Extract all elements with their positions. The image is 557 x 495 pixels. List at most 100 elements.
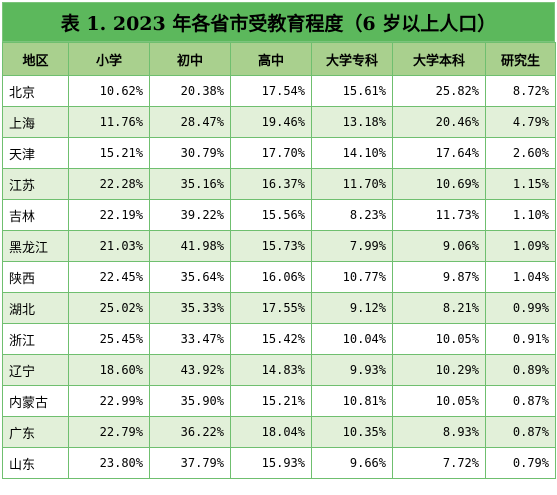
percentage-cell: 16.37% bbox=[230, 168, 312, 200]
percentage-cell: 20.38% bbox=[149, 75, 231, 107]
percentage-cell: 36.22% bbox=[149, 416, 231, 448]
percentage-cell: 25.82% bbox=[392, 75, 486, 107]
percentage-cell: 1.04% bbox=[485, 261, 556, 293]
percentage-cell: 13.18% bbox=[311, 106, 393, 138]
header-junior-high: 初中 bbox=[149, 42, 231, 76]
percentage-cell: 17.64% bbox=[392, 137, 486, 169]
percentage-cell: 15.56% bbox=[230, 199, 312, 231]
percentage-cell: 10.35% bbox=[311, 416, 393, 448]
table-row: 上海 11.76% 28.47% 19.46% 13.18% 20.46% 4.79% bbox=[2, 106, 556, 138]
percentage-cell: 9.12% bbox=[311, 292, 393, 324]
percentage-cell: 17.70% bbox=[230, 137, 312, 169]
table-row: 北京 10.62% 20.38% 17.54% 15.61% 25.82% 8.72% bbox=[2, 75, 556, 107]
percentage-cell: 9.93% bbox=[311, 354, 393, 386]
percentage-cell: 35.90% bbox=[149, 385, 231, 417]
region-cell: 天津 bbox=[2, 137, 69, 169]
percentage-cell: 33.47% bbox=[149, 323, 231, 355]
percentage-cell: 10.77% bbox=[311, 261, 393, 293]
region-cell: 广东 bbox=[2, 416, 69, 448]
region-cell: 陕西 bbox=[2, 261, 69, 293]
region-cell: 山东 bbox=[2, 447, 69, 479]
percentage-cell: 10.04% bbox=[311, 323, 393, 355]
header-postgraduate: 研究生 bbox=[485, 42, 556, 76]
table-row: 浙江 25.45% 33.47% 15.42% 10.04% 10.05% 0.91% bbox=[2, 323, 556, 355]
percentage-cell: 22.28% bbox=[68, 168, 150, 200]
percentage-cell: 8.72% bbox=[485, 75, 556, 107]
header-undergraduate: 大学本科 bbox=[392, 42, 486, 76]
table-row: 山东 23.80% 37.79% 15.93% 9.66% 7.72% 0.79% bbox=[2, 447, 556, 479]
percentage-cell: 8.21% bbox=[392, 292, 486, 324]
percentage-cell: 35.64% bbox=[149, 261, 231, 293]
percentage-cell: 0.87% bbox=[485, 385, 556, 417]
table-row: 吉林 22.19% 39.22% 15.56% 8.23% 11.73% 1.10% bbox=[2, 199, 556, 231]
percentage-cell: 1.10% bbox=[485, 199, 556, 231]
region-cell: 黑龙江 bbox=[2, 230, 69, 262]
percentage-cell: 21.03% bbox=[68, 230, 150, 262]
header-junior-college: 大学专科 bbox=[311, 42, 393, 76]
percentage-cell: 10.05% bbox=[392, 323, 486, 355]
percentage-cell: 15.21% bbox=[230, 385, 312, 417]
percentage-cell: 0.91% bbox=[485, 323, 556, 355]
region-cell: 内蒙古 bbox=[2, 385, 69, 417]
percentage-cell: 41.98% bbox=[149, 230, 231, 262]
percentage-cell: 15.42% bbox=[230, 323, 312, 355]
table-header-row: 地区 小学 初中 高中 大学专科 大学本科 研究生 bbox=[2, 42, 556, 76]
percentage-cell: 8.23% bbox=[311, 199, 393, 231]
table-row: 辽宁 18.60% 43.92% 14.83% 9.93% 10.29% 0.89% bbox=[2, 354, 556, 386]
percentage-cell: 43.92% bbox=[149, 354, 231, 386]
table-row: 天津 15.21% 30.79% 17.70% 14.10% 17.64% 2.60% bbox=[2, 137, 556, 169]
table-row: 广东 22.79% 36.22% 18.04% 10.35% 8.93% 0.87% bbox=[2, 416, 556, 448]
percentage-cell: 15.21% bbox=[68, 137, 150, 169]
table-row: 黑龙江 21.03% 41.98% 15.73% 7.99% 9.06% 1.09% bbox=[2, 230, 556, 262]
percentage-cell: 4.79% bbox=[485, 106, 556, 138]
percentage-cell: 35.16% bbox=[149, 168, 231, 200]
percentage-cell: 37.79% bbox=[149, 447, 231, 479]
region-cell: 江苏 bbox=[2, 168, 69, 200]
percentage-cell: 14.83% bbox=[230, 354, 312, 386]
percentage-cell: 0.99% bbox=[485, 292, 556, 324]
header-region: 地区 bbox=[2, 42, 69, 76]
percentage-cell: 10.29% bbox=[392, 354, 486, 386]
percentage-cell: 10.05% bbox=[392, 385, 486, 417]
header-primary-school: 小学 bbox=[68, 42, 150, 76]
table-row: 江苏 22.28% 35.16% 16.37% 11.70% 10.69% 1.15% bbox=[2, 168, 556, 200]
percentage-cell: 9.66% bbox=[311, 447, 393, 479]
percentage-cell: 22.45% bbox=[68, 261, 150, 293]
percentage-cell: 23.80% bbox=[68, 447, 150, 479]
percentage-cell: 0.79% bbox=[485, 447, 556, 479]
percentage-cell: 8.93% bbox=[392, 416, 486, 448]
percentage-cell: 17.54% bbox=[230, 75, 312, 107]
table-row: 湖北 25.02% 35.33% 17.55% 9.12% 8.21% 0.99% bbox=[2, 292, 556, 324]
table-row: 内蒙古 22.99% 35.90% 15.21% 10.81% 10.05% 0.87% bbox=[2, 385, 556, 417]
percentage-cell: 9.87% bbox=[392, 261, 486, 293]
percentage-cell: 25.45% bbox=[68, 323, 150, 355]
region-cell: 吉林 bbox=[2, 199, 69, 231]
percentage-cell: 18.60% bbox=[68, 354, 150, 386]
region-cell: 浙江 bbox=[2, 323, 69, 355]
header-senior-high: 高中 bbox=[230, 42, 312, 76]
percentage-cell: 15.93% bbox=[230, 447, 312, 479]
percentage-cell: 15.73% bbox=[230, 230, 312, 262]
percentage-cell: 35.33% bbox=[149, 292, 231, 324]
percentage-cell: 0.87% bbox=[485, 416, 556, 448]
percentage-cell: 10.81% bbox=[311, 385, 393, 417]
region-cell: 北京 bbox=[2, 75, 69, 107]
percentage-cell: 39.22% bbox=[149, 199, 231, 231]
percentage-cell: 16.06% bbox=[230, 261, 312, 293]
percentage-cell: 7.72% bbox=[392, 447, 486, 479]
percentage-cell: 1.15% bbox=[485, 168, 556, 200]
percentage-cell: 0.89% bbox=[485, 354, 556, 386]
percentage-cell: 9.06% bbox=[392, 230, 486, 262]
percentage-cell: 11.73% bbox=[392, 199, 486, 231]
table-row: 陕西 22.45% 35.64% 16.06% 10.77% 9.87% 1.04% bbox=[2, 261, 556, 293]
percentage-cell: 22.19% bbox=[68, 199, 150, 231]
region-cell: 上海 bbox=[2, 106, 69, 138]
percentage-cell: 10.62% bbox=[68, 75, 150, 107]
percentage-cell: 25.02% bbox=[68, 292, 150, 324]
percentage-cell: 19.46% bbox=[230, 106, 312, 138]
percentage-cell: 17.55% bbox=[230, 292, 312, 324]
percentage-cell: 1.09% bbox=[485, 230, 556, 262]
education-table: 地区 小学 初中 高中 大学专科 大学本科 研究生 北京 10.62% 20.38%… bbox=[2, 42, 556, 479]
percentage-cell: 15.61% bbox=[311, 75, 393, 107]
